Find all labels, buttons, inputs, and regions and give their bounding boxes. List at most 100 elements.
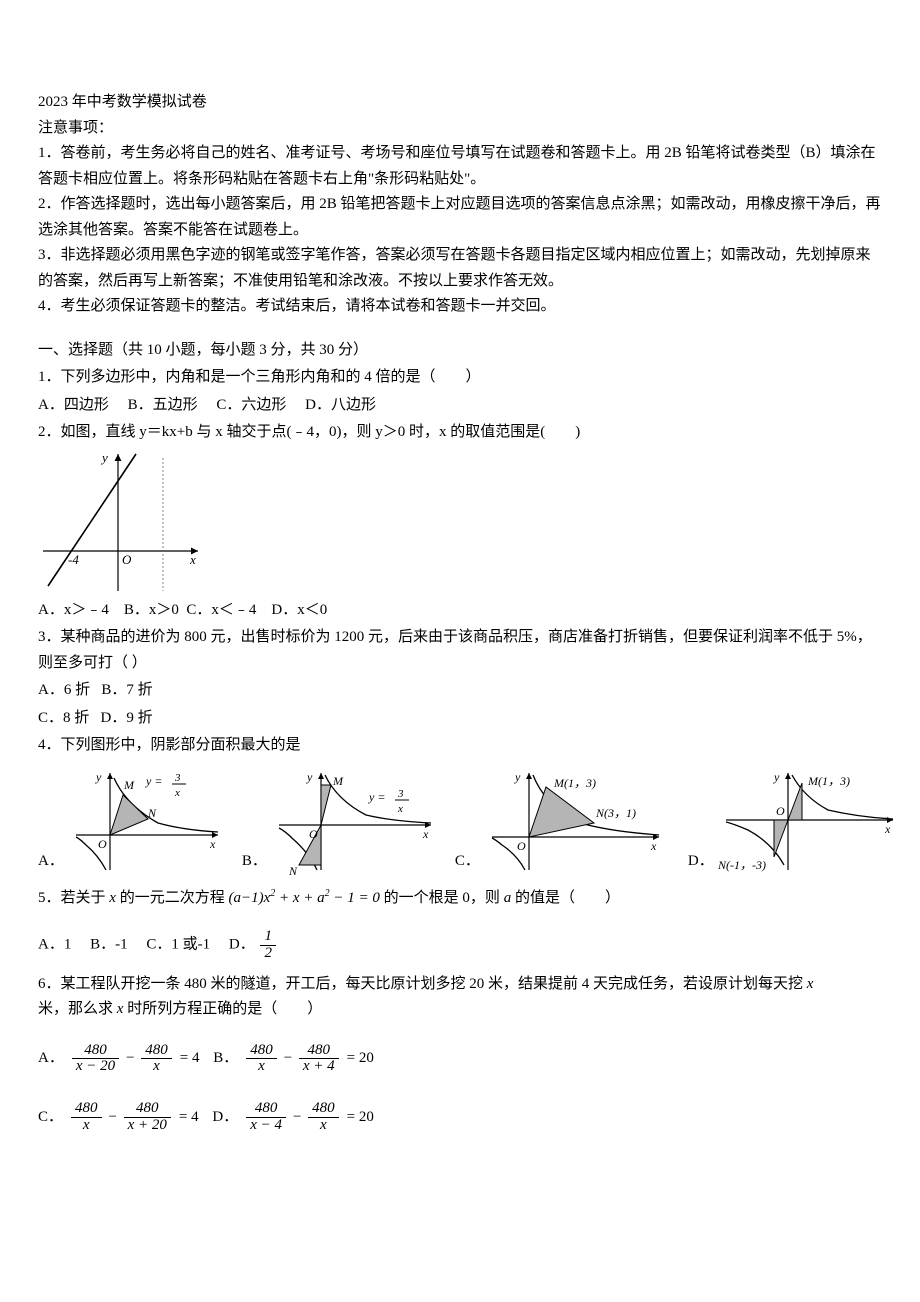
q1-optA: A．四边形: [38, 397, 109, 413]
q6D-rd: x: [308, 1118, 339, 1134]
svg-text:O: O: [517, 839, 526, 853]
q6-eqA: A． 480x − 20 − 480x = 4: [38, 1043, 199, 1076]
svg-text:y: y: [95, 770, 102, 784]
q2-optB: B．x＞0: [124, 602, 179, 618]
svg-text:M(1，3): M(1，3): [553, 776, 596, 790]
exam-title: 2023 年中考数学模拟试卷: [38, 90, 882, 116]
q5-options: A．1 B．-1 C．1 或-1 D． 1 2: [38, 929, 882, 962]
svg-text:O: O: [98, 837, 107, 851]
notice-4: 4．考生必须保证答题卡的整洁。考试结束后，请将本试卷和答题卡一并交回。: [38, 294, 882, 320]
q5-optD-num: 1: [260, 929, 276, 946]
q6D-ln: 480: [246, 1101, 286, 1118]
svg-text:M: M: [332, 774, 344, 788]
q5-mid2: 的一个根是 0，则: [380, 890, 504, 906]
svg-text:y: y: [306, 770, 313, 784]
q6B-rhs: = 20: [347, 1046, 374, 1072]
svg-text:O: O: [776, 804, 785, 818]
svg-text:x: x: [174, 787, 180, 799]
q6-x1: x: [807, 976, 814, 992]
svg-text:y =: y =: [368, 790, 385, 804]
svg-text:y =: y =: [145, 774, 162, 788]
q3-optD: D．9 折: [101, 710, 153, 726]
q6A-ld: x − 20: [72, 1059, 119, 1075]
q5-optA: A．1: [38, 937, 71, 953]
q6-eqB: B． 480x − 480x + 4 = 20: [213, 1043, 374, 1076]
svg-text:y: y: [100, 450, 108, 465]
q5-mid1: 的一元二次方程: [116, 890, 229, 906]
q4-labelA: A．: [38, 849, 64, 875]
q6C-rn: 480: [124, 1101, 171, 1118]
q6-eqD: D． 480x − 4 − 480x = 20: [212, 1101, 373, 1134]
q6D-rhs: = 20: [347, 1105, 374, 1131]
q4-labelD: D．: [688, 849, 714, 875]
q6-post: 时所列方程正确的是（ ）: [123, 1001, 322, 1017]
section1-title: 一、选择题（共 10 小题，每小题 3 分，共 30 分）: [38, 338, 882, 364]
q5-eq: (a−1)x2 + x + a2 − 1 = 0: [228, 890, 379, 906]
q6A-ln: 480: [72, 1043, 119, 1060]
q4-figA: A． M N O x y y = 3 x: [38, 765, 228, 875]
svg-text:N(3，1): N(3，1): [595, 806, 636, 820]
svg-text:x: x: [209, 837, 216, 851]
q1-optB: B．五边形: [128, 397, 198, 413]
q6C-ln: 480: [71, 1101, 102, 1118]
svg-text:N(-1，-3): N(-1，-3): [718, 858, 766, 872]
q6B-rn: 480: [299, 1043, 339, 1060]
q3-optsCD: C．8 折 D．9 折: [38, 706, 882, 732]
q5-optD-frac: 1 2: [260, 929, 276, 962]
q6D-ld: x − 4: [246, 1118, 286, 1134]
svg-text:3: 3: [397, 788, 404, 800]
q6A-rhs: = 4: [180, 1046, 200, 1072]
q3-optB: B．7 折: [101, 682, 152, 698]
svg-text:O: O: [122, 552, 132, 567]
svg-text:3: 3: [174, 772, 181, 784]
q5-optB: B．-1: [90, 937, 128, 953]
svg-text:M(1，3): M(1，3): [807, 774, 850, 788]
q6B-rd: x + 4: [299, 1059, 339, 1075]
q3-optsAB: A．6 折 B．7 折: [38, 678, 882, 704]
q4-figC: C． M(1，3) N(3，1) O x y: [455, 765, 674, 875]
q2-graph: -4 O x y: [38, 446, 882, 596]
q4-figD: D． M(1，3) N(-1，-3) O x y: [688, 765, 903, 875]
svg-text:O: O: [309, 827, 318, 841]
q2-optD: D．x＜0: [271, 602, 327, 618]
svg-text:N: N: [147, 806, 157, 820]
q6C-ld: x: [71, 1118, 102, 1134]
q1-optD: D．八边形: [305, 397, 376, 413]
q3-stem: 3．某种商品的进价为 800 元，出售时标价为 1200 元，后来由于该商品积压…: [38, 625, 882, 676]
q5-x: x: [109, 890, 116, 906]
svg-text:M: M: [123, 778, 135, 792]
q6C-rd: x + 20: [124, 1118, 171, 1134]
q5-optC: C．1 或-1: [146, 937, 210, 953]
q6D-rn: 480: [308, 1101, 339, 1118]
svg-text:y: y: [514, 770, 521, 784]
svg-text:x: x: [650, 839, 657, 853]
q6A-rd: x: [141, 1059, 172, 1075]
q6-row2: C． 480x − 480x + 20 = 4 D． 480x − 4 − 48…: [38, 1095, 882, 1140]
notice-2: 2．作答选择题时，选出每小题答案后，用 2B 铅笔把答题卡上对应题目选项的答案信…: [38, 192, 882, 243]
q6-stem: 6．某工程队开挖一条 480 米的隧道，开工后，每天比原计划多挖 20 米，结果…: [38, 972, 882, 998]
svg-text:x: x: [397, 803, 403, 815]
q3-optC: C．8 折: [38, 710, 89, 726]
svg-text:y: y: [773, 770, 780, 784]
q2-optA: A．x＞﹣4: [38, 602, 109, 618]
q5-stem-pre: 5．若关于: [38, 890, 109, 906]
q2-options: A．x＞﹣4 B．x＞0 C．x＜﹣4 D．x＜0: [38, 598, 882, 624]
q1-options: A．四边形 B．五边形 C．六边形 D．八边形: [38, 393, 882, 419]
q6-labelD: D．: [212, 1105, 238, 1131]
notice-label: 注意事项：: [38, 116, 882, 142]
q6-labelA: A．: [38, 1046, 64, 1072]
q1-stem: 1．下列多边形中，内角和是一个三角形内角和的 4 倍的是（ ）: [38, 365, 882, 391]
q5-stem: 5．若关于 x 的一元二次方程 (a−1)x2 + x + a2 − 1 = 0…: [38, 885, 882, 912]
q5-post: 的值是（ ）: [511, 890, 620, 906]
q4-labelC: C．: [455, 849, 480, 875]
q6B-ln: 480: [246, 1043, 277, 1060]
q6-stem2: 米，那么求: [38, 1001, 117, 1017]
q1-optC: C．六边形: [216, 397, 286, 413]
q6B-ld: x: [246, 1059, 277, 1075]
q4-figB: B． M N O x y y = 3 x: [242, 765, 441, 875]
q6-eqC: C． 480x − 480x + 20 = 4: [38, 1101, 199, 1134]
svg-text:-4: -4: [68, 552, 79, 567]
q4-stem: 4．下列图形中，阴影部分面积最大的是: [38, 733, 882, 759]
notice-1: 1．答卷前，考生务必将自己的姓名、准考证号、考场号和座位号填写在试题卷和答题卡上…: [38, 141, 882, 192]
q6-labelB: B．: [213, 1046, 238, 1072]
